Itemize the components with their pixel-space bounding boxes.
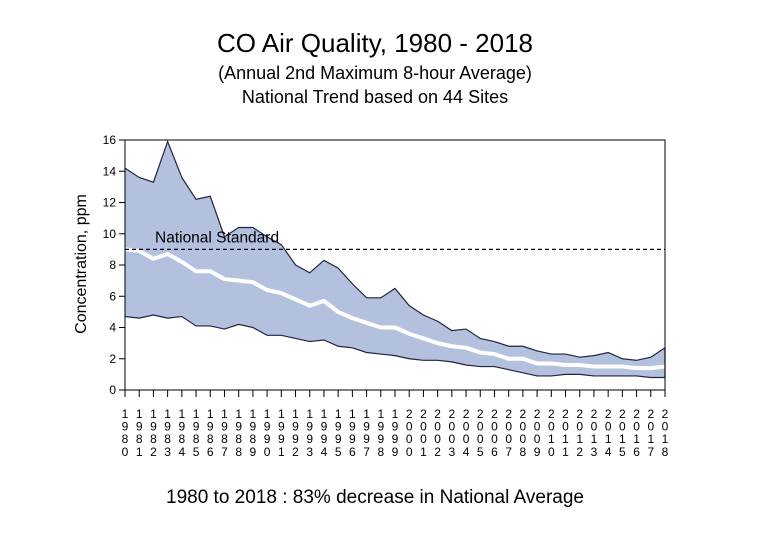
y-axis-label: Concentration, ppm [73, 194, 90, 334]
chart-subtitle-line-2: National Trend based on 44 Sites [242, 87, 508, 107]
chart-title: CO Air Quality, 1980 - 2018 [217, 28, 533, 58]
y-tick-label: 2 [109, 352, 116, 366]
y-tick-label: 14 [103, 164, 117, 178]
decrease-note: 1980 to 2018 : 83% decrease in National … [166, 487, 584, 508]
national-standard-label: National Standard [155, 229, 279, 246]
y-tick-label: 16 [103, 133, 117, 147]
y-tick-label: 0 [109, 383, 116, 397]
lower-series-line [124, 314, 665, 379]
upper-series-line [124, 139, 666, 361]
y-tick-label: 10 [103, 227, 117, 241]
average-series-line [124, 247, 666, 371]
y-tick-label: 8 [109, 258, 116, 272]
range-band [125, 141, 665, 378]
y-tick-label: 12 [103, 196, 117, 210]
plot-area: National Standard 0 2 4 6 8 10 12 14 16 1 9 8 0 1 9 8 1 1 9… [103, 133, 669, 459]
y-tick-label: 4 [109, 321, 116, 335]
y-tick-label: 6 [109, 289, 116, 303]
chart-subtitle-line-1: (Annual 2nd Maximum 8-hour Average) [218, 63, 532, 83]
